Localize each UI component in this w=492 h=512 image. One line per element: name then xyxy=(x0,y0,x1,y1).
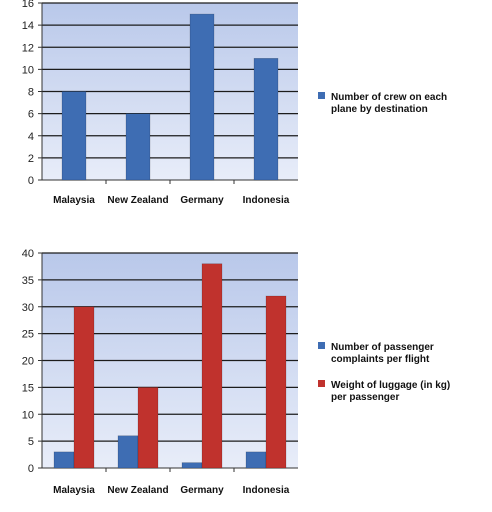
bar-new-zealand-series-1 xyxy=(125,113,151,181)
y-tick-label: 35 xyxy=(22,275,34,287)
x-category-label: Indonesia xyxy=(243,485,290,496)
bar-malaysia-series-1 xyxy=(53,451,75,469)
bar-germany-series-1 xyxy=(181,462,203,469)
bar-new-zealand-series-2 xyxy=(137,387,159,469)
y-tick-label: 40 xyxy=(22,248,34,260)
legend-label: Number of crew on each xyxy=(331,92,447,103)
x-category-label: New Zealand xyxy=(107,195,168,206)
x-category-label: Indonesia xyxy=(243,195,290,206)
x-category-label: New Zealand xyxy=(107,485,168,496)
y-tick-label: 20 xyxy=(22,356,34,368)
bar-indonesia-series-2 xyxy=(265,295,287,469)
chart-1: 0 2 4 6 8 10 12 14 16 Malaysia New Zealand Germany I… xyxy=(22,0,447,206)
bar-germany-series-2 xyxy=(201,263,223,469)
x-category-label: Germany xyxy=(180,485,224,496)
legend-label: Weight of luggage (in kg) xyxy=(331,380,450,391)
bar-malaysia-series-1 xyxy=(61,91,87,181)
legend-label: per passenger xyxy=(331,392,399,403)
x-category-label: Malaysia xyxy=(53,195,95,206)
legend-swatch xyxy=(318,342,325,349)
y-tick-label: 30 xyxy=(22,302,34,314)
y-tick-label: 2 xyxy=(28,153,34,165)
y-tick-label: 6 xyxy=(28,109,34,121)
y-tick-label: 12 xyxy=(22,42,34,54)
y-tick-label: 0 xyxy=(28,463,34,475)
y-tick-label: 14 xyxy=(22,20,34,32)
y-tick-label: 10 xyxy=(22,64,34,76)
bar-indonesia-series-1 xyxy=(245,451,267,469)
y-tick-label: 8 xyxy=(28,87,34,99)
x-category-label: Malaysia xyxy=(53,485,95,496)
legend-swatch xyxy=(318,380,325,387)
bar-new-zealand-series-1 xyxy=(117,435,139,469)
chart-2: 0 5 10 15 20 25 30 35 40 Malaysia New Zealand Germa… xyxy=(22,248,451,496)
y-tick-label: 4 xyxy=(28,131,34,143)
x-category-label: Germany xyxy=(180,195,224,206)
y-tick-label: 5 xyxy=(28,436,34,448)
legend-swatch xyxy=(318,92,325,99)
legend-label: plane by destination xyxy=(331,104,428,115)
legend-label: complaints per flight xyxy=(331,354,430,365)
y-tick-label: 16 xyxy=(22,0,34,10)
y-tick-label: 15 xyxy=(22,382,34,394)
y-tick-label: 25 xyxy=(22,329,34,341)
y-tick-label: 0 xyxy=(28,175,34,187)
bar-germany-series-1 xyxy=(189,13,215,181)
bar-indonesia-series-1 xyxy=(253,58,279,181)
y-tick-label: 10 xyxy=(22,409,34,421)
bar-malaysia-series-2 xyxy=(73,306,95,469)
legend-label: Number of passenger xyxy=(331,342,434,353)
